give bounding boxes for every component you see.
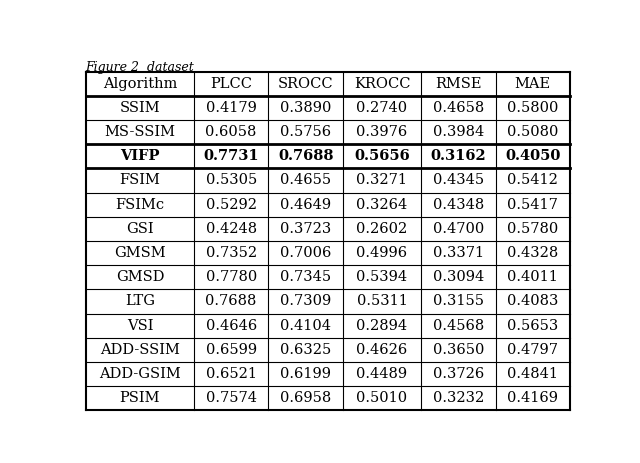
Text: 0.4996: 0.4996 (356, 246, 408, 260)
Text: 0.4700: 0.4700 (433, 222, 484, 236)
Text: 0.4646: 0.4646 (205, 319, 257, 332)
Text: Figure 2  dataset: Figure 2 dataset (85, 61, 194, 74)
Text: 0.4104: 0.4104 (280, 319, 331, 332)
Text: PSIM: PSIM (120, 391, 160, 405)
Text: 0.3155: 0.3155 (433, 294, 484, 308)
Text: 0.7574: 0.7574 (205, 391, 257, 405)
Text: 0.4658: 0.4658 (433, 101, 484, 115)
Text: PLCC: PLCC (210, 77, 252, 91)
Text: 0.4011: 0.4011 (508, 270, 558, 284)
Text: Algorithm: Algorithm (103, 77, 177, 91)
Text: 0.4179: 0.4179 (205, 101, 257, 115)
Text: 0.7352: 0.7352 (205, 246, 257, 260)
Text: 0.6199: 0.6199 (280, 367, 331, 381)
Text: 0.6521: 0.6521 (205, 367, 257, 381)
Text: 0.5756: 0.5756 (280, 125, 332, 139)
Text: 0.3976: 0.3976 (356, 125, 408, 139)
Text: 0.6599: 0.6599 (205, 343, 257, 357)
Text: 0.3264: 0.3264 (356, 198, 408, 212)
Text: VSI: VSI (127, 319, 153, 332)
Text: ADD-SSIM: ADD-SSIM (100, 343, 180, 357)
Text: LTG: LTG (125, 294, 155, 308)
Text: 0.5417: 0.5417 (508, 198, 558, 212)
Text: 0.3371: 0.3371 (433, 246, 484, 260)
Text: ADD-GSIM: ADD-GSIM (99, 367, 181, 381)
Text: 0.3726: 0.3726 (433, 367, 484, 381)
Text: 0.7345: 0.7345 (280, 270, 332, 284)
Text: 0.4348: 0.4348 (433, 198, 484, 212)
Text: 0.7688: 0.7688 (278, 149, 333, 163)
Text: 0.5394: 0.5394 (356, 270, 408, 284)
Text: 0.3094: 0.3094 (433, 270, 484, 284)
Text: FSIMc: FSIMc (115, 198, 164, 212)
Text: RMSE: RMSE (435, 77, 481, 91)
Text: 0.3890: 0.3890 (280, 101, 332, 115)
Text: 0.4328: 0.4328 (507, 246, 559, 260)
Text: 0.5080: 0.5080 (507, 125, 559, 139)
Text: GMSD: GMSD (116, 270, 164, 284)
Text: 0.4655: 0.4655 (280, 174, 332, 188)
Text: 0.7309: 0.7309 (280, 294, 332, 308)
Text: 0.6058: 0.6058 (205, 125, 257, 139)
Text: 0.3232: 0.3232 (433, 391, 484, 405)
Text: 0.4050: 0.4050 (505, 149, 561, 163)
Text: MAE: MAE (515, 77, 551, 91)
Text: 0.5305: 0.5305 (205, 174, 257, 188)
Text: 0.5010: 0.5010 (356, 391, 408, 405)
Text: 0.7780: 0.7780 (205, 270, 257, 284)
Text: 0.5311: 0.5311 (356, 294, 408, 308)
Text: MS-SSIM: MS-SSIM (104, 125, 175, 139)
Text: 0.4797: 0.4797 (508, 343, 558, 357)
Text: SSIM: SSIM (120, 101, 160, 115)
Text: 0.4841: 0.4841 (508, 367, 558, 381)
Text: 0.2740: 0.2740 (356, 101, 408, 115)
Text: 0.5653: 0.5653 (507, 319, 559, 332)
Text: SROCC: SROCC (278, 77, 333, 91)
Text: 0.4649: 0.4649 (280, 198, 332, 212)
Text: VIFP: VIFP (120, 149, 160, 163)
Text: 0.5800: 0.5800 (507, 101, 559, 115)
Text: 0.7006: 0.7006 (280, 246, 332, 260)
Text: 0.6958: 0.6958 (280, 391, 332, 405)
Text: 0.3984: 0.3984 (433, 125, 484, 139)
Text: GSI: GSI (126, 222, 154, 236)
Text: 0.4169: 0.4169 (508, 391, 558, 405)
Text: 0.5412: 0.5412 (508, 174, 558, 188)
Text: 0.4345: 0.4345 (433, 174, 484, 188)
Text: 0.3650: 0.3650 (433, 343, 484, 357)
Text: 0.7731: 0.7731 (204, 149, 259, 163)
Text: 0.5292: 0.5292 (205, 198, 257, 212)
Text: KROCC: KROCC (354, 77, 410, 91)
Text: 0.3271: 0.3271 (356, 174, 408, 188)
Text: 0.5656: 0.5656 (354, 149, 410, 163)
Text: 0.4248: 0.4248 (205, 222, 257, 236)
Text: 0.4626: 0.4626 (356, 343, 408, 357)
Text: 0.2894: 0.2894 (356, 319, 408, 332)
Text: 0.4083: 0.4083 (507, 294, 559, 308)
Text: 0.3723: 0.3723 (280, 222, 332, 236)
Text: 0.5780: 0.5780 (507, 222, 559, 236)
Text: 0.6325: 0.6325 (280, 343, 332, 357)
Text: 0.4489: 0.4489 (356, 367, 408, 381)
Text: 0.4568: 0.4568 (433, 319, 484, 332)
Text: 0.2602: 0.2602 (356, 222, 408, 236)
Text: 0.7688: 0.7688 (205, 294, 257, 308)
Text: GMSM: GMSM (114, 246, 166, 260)
Text: FSIM: FSIM (120, 174, 161, 188)
Text: 0.3162: 0.3162 (431, 149, 486, 163)
